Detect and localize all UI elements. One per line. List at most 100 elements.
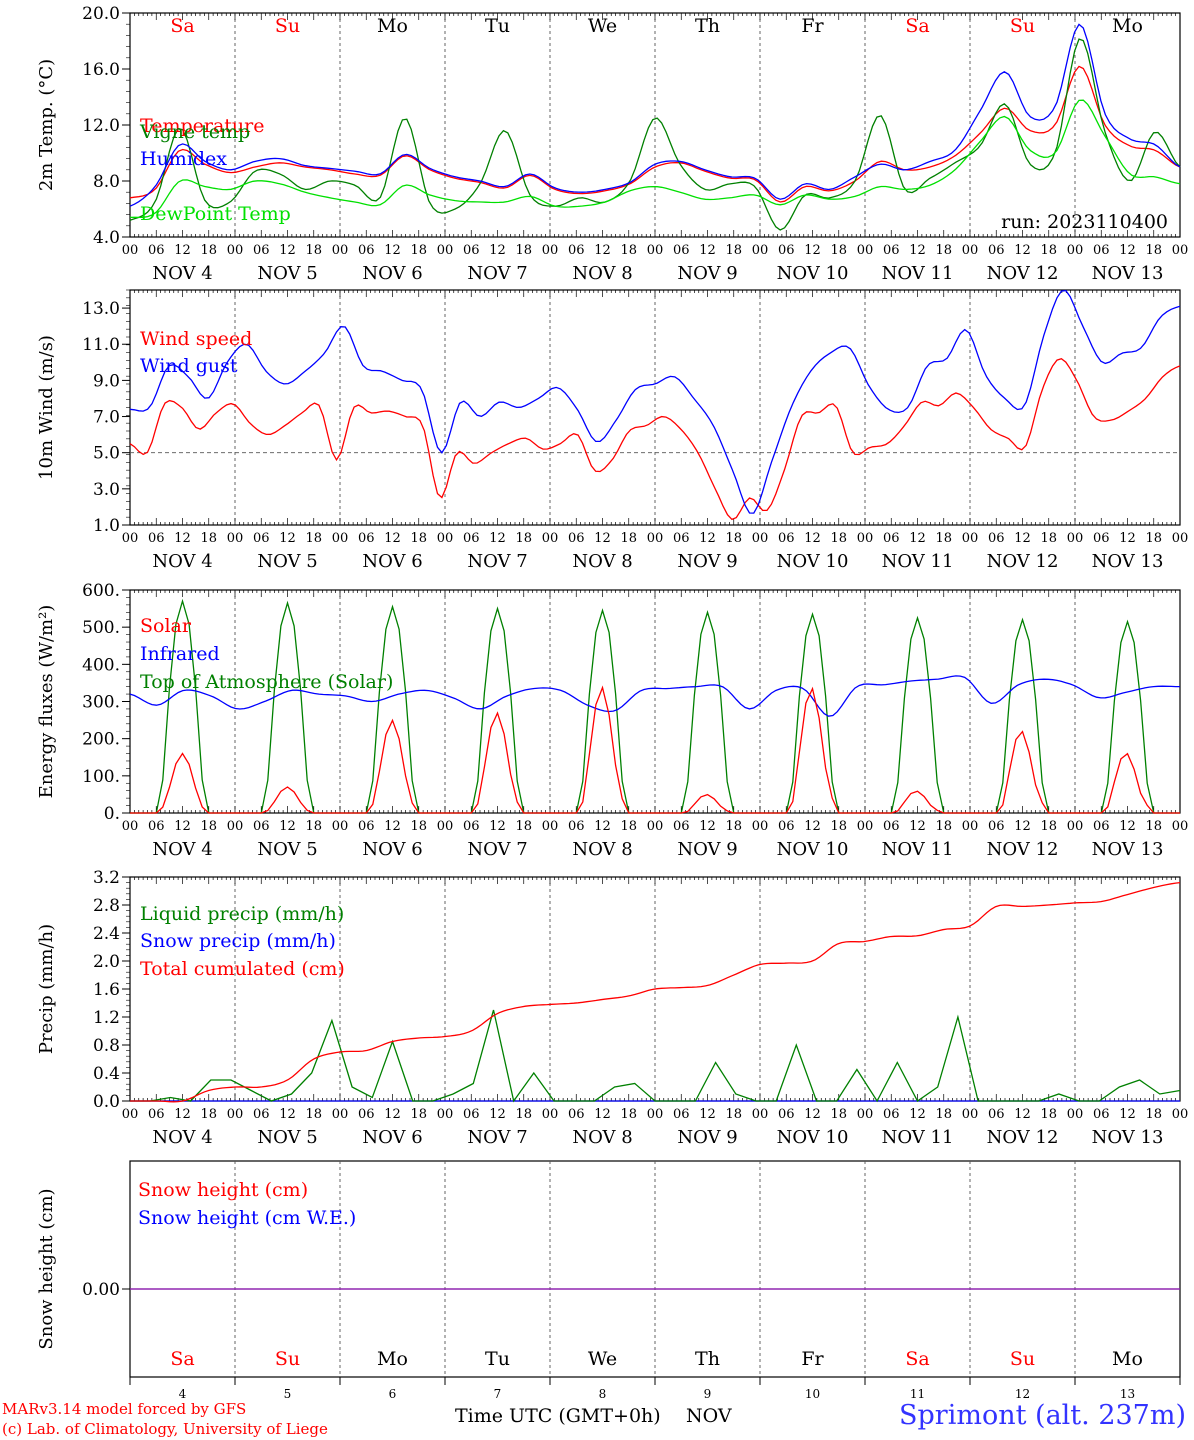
panel-4-date-label: NOV 6 [362, 1127, 422, 1148]
panel-4-hour-label: 06 [1093, 1107, 1110, 1122]
panel-2-date-label: NOV 4 [152, 551, 212, 572]
weekday-label-bottom: Sa [170, 1348, 194, 1370]
panel-2-date-label: NOV 8 [572, 551, 632, 572]
weekday-label-bottom: Su [275, 1348, 300, 1370]
panel-4-date-label: NOV 4 [152, 1127, 212, 1148]
panel-1-date-label: NOV 12 [987, 263, 1059, 284]
panel-4-hour-label: 18 [200, 1107, 217, 1122]
panel-2-hour-label: 12 [1119, 531, 1136, 546]
panel-2-hour-label: 12 [909, 531, 926, 546]
weekday-label-top: Su [1010, 15, 1035, 37]
panel-4-hour-label: 06 [883, 1107, 900, 1122]
panel-1-date-label: NOV 8 [572, 263, 632, 284]
panel-1-hour-label: 00 [752, 243, 769, 258]
panel-1-y-tick-label: 12.0 [82, 116, 120, 136]
panel-1-y-tick-label: 8.0 [93, 172, 120, 192]
weekday-label-top: Fr [801, 15, 824, 37]
weekday-label-bottom: Mo [377, 1348, 408, 1370]
panel-3-hour-label: 12 [489, 819, 506, 834]
panel-4-hour-label: 06 [463, 1107, 480, 1122]
panel-1-hour-label: 06 [148, 243, 165, 258]
panel-1-hour-label: 00 [542, 243, 559, 258]
lab-credit: (c) Lab. of Climatology, University of L… [2, 1420, 328, 1438]
panel-3-legend-entry: Top of Atmosphere (Solar) [140, 671, 393, 693]
panel-1-hour-label: 12 [279, 243, 296, 258]
panel-2-hour-label: 12 [699, 531, 716, 546]
panel-3-hour-label: 00 [752, 819, 769, 834]
panel-3-hour-label: 18 [1040, 819, 1057, 834]
panel-4-hour-label: 06 [253, 1107, 270, 1122]
weekday-label-bottom: We [588, 1348, 617, 1370]
panel-2-hour-label: 00 [332, 531, 349, 546]
panel-1-legend-entry: Temperature [140, 115, 264, 137]
panel-1-hour-label: 18 [410, 243, 427, 258]
panel-1-date-label: NOV 7 [467, 263, 527, 284]
panel-3-y-tick-label: 300. [82, 693, 120, 713]
panel-1-hour-label: 18 [620, 243, 637, 258]
day-number-label: 13 [1120, 1387, 1135, 1401]
panel-2-y-axis-label: 10m Wind (m/s) [36, 335, 57, 480]
panel-2-hour-label: 12 [174, 531, 191, 546]
panel-1-date-label: NOV 5 [257, 263, 317, 284]
panel-3-y-tick-label: 200. [82, 730, 120, 750]
panel-2-hour-label: 18 [725, 531, 742, 546]
panel-3-hour-label: 06 [778, 819, 795, 834]
panel-4-date-label: NOV 13 [1092, 1127, 1164, 1148]
panel-2-hour-label: 12 [489, 531, 506, 546]
panel-4-hour-label: 18 [410, 1107, 427, 1122]
panel-2-hour-label: 06 [253, 531, 270, 546]
panel-4-legend-entry: Liquid precip (mm/h) [140, 903, 344, 925]
panel-2-hour-label: 06 [463, 531, 480, 546]
panel-3-hour-label: 12 [1014, 819, 1031, 834]
weekday-label-bottom: Fr [801, 1348, 824, 1370]
panel-4-date-label: NOV 8 [572, 1127, 632, 1148]
panel-3-frame [129, 589, 1181, 814]
weekday-label-top: Th [695, 15, 720, 37]
panel-4-hour-label: 00 [122, 1107, 139, 1122]
month-label: NOV [686, 1405, 732, 1427]
panel-4-date-label: NOV 10 [777, 1127, 849, 1148]
panel-2-hour-label: 00 [227, 531, 244, 546]
panel-3-hour-label: 18 [830, 819, 847, 834]
panel-3-hour-label: 00 [332, 819, 349, 834]
panel-3-date-label: NOV 5 [257, 839, 317, 860]
panel-3-hour-label: 00 [122, 819, 139, 834]
panel-2-hour-label: 18 [200, 531, 217, 546]
run-annotation: run: 2023110400 [1001, 211, 1168, 233]
panel-3-y-tick-label: 500. [82, 618, 120, 638]
panel-3-hour-label: 18 [935, 819, 952, 834]
panel-3-hour-label: 06 [883, 819, 900, 834]
panel-4-hour-label: 06 [358, 1107, 375, 1122]
panel-2-date-label: NOV 5 [257, 551, 317, 572]
panel-2-hour-label: 06 [148, 531, 165, 546]
panel-1-date-label: NOV 9 [677, 263, 737, 284]
panel-1-legend-entry: Vigne temp [139, 121, 250, 143]
panel-3-hour-label: 00 [1172, 819, 1189, 834]
panel-3-legend-entry: Solar [140, 615, 192, 637]
panel-2-hour-label: 00 [542, 531, 559, 546]
day-number-label: 7 [494, 1387, 502, 1401]
panel-3-date-label: NOV 9 [677, 839, 737, 860]
panel-2-hour-label: 06 [778, 531, 795, 546]
wind-series-2 [129, 289, 1181, 514]
temp-series-3 [129, 23, 1181, 207]
panel-3-hour-label: 12 [594, 819, 611, 834]
panel-5-y-tick-label: 0.00 [82, 1280, 120, 1300]
model-credit: MARv3.14 model forced by GFS [2, 1400, 247, 1418]
panel-3-hour-label: 06 [1093, 819, 1110, 834]
panel-4-hour-label: 12 [909, 1107, 926, 1122]
weekday-label-top: Sa [905, 15, 929, 37]
time-axis-title: Time UTC (GMT+0h) [455, 1405, 661, 1427]
panel-2-hour-label: 00 [857, 531, 874, 546]
panel-3-hour-label: 18 [1145, 819, 1162, 834]
panel-4-hour-label: 18 [620, 1107, 637, 1122]
panel-2-hour-label: 06 [358, 531, 375, 546]
panel-3-hour-label: 06 [988, 819, 1005, 834]
weekday-label-top: Sa [170, 15, 194, 37]
panel-1-y-tick-label: 4.0 [93, 228, 120, 248]
panel-1-hour-label: 12 [489, 243, 506, 258]
panel-1-hour-label: 12 [699, 243, 716, 258]
panel-3-hour-label: 12 [279, 819, 296, 834]
panel-3-hour-label: 06 [148, 819, 165, 834]
